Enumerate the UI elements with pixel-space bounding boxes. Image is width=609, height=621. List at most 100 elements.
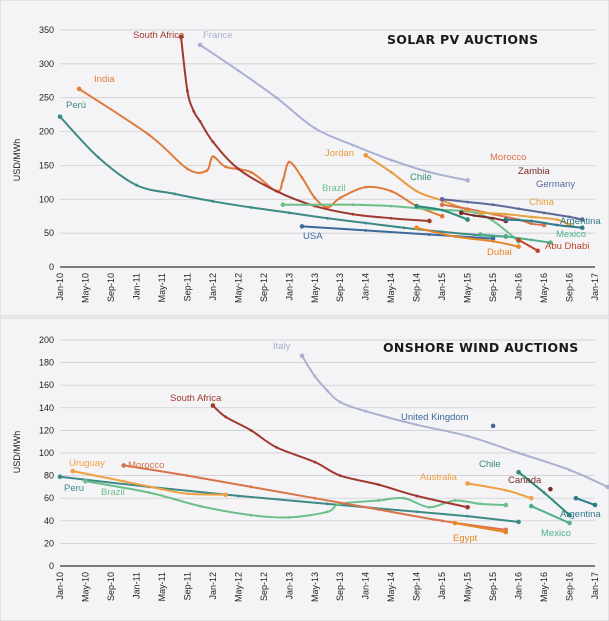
solar-x-tick-may-14: May-14	[386, 273, 396, 303]
solar-series-dubai-point	[516, 244, 521, 249]
wind-y-tick-20: 20	[44, 538, 54, 548]
wind-series-brazil-point	[478, 502, 482, 506]
wind-x-tick-may-10: May-10	[80, 572, 90, 602]
solar-series-chile-point	[465, 217, 470, 222]
wind-series-label-mexico: Mexico	[541, 528, 571, 539]
wind-series-peru-point	[415, 510, 419, 514]
solar-series-china-point	[529, 215, 533, 219]
wind-series-chile-point	[516, 469, 521, 475]
wind-series-uruguay-point	[185, 492, 189, 496]
wind-series-brazil-point	[402, 496, 406, 500]
wind-x-tick-may-16: May-16	[539, 572, 549, 602]
solar-series-france-point	[275, 96, 278, 100]
solar-series-label-zambia: Zambia	[518, 166, 550, 177]
wind-series-brazil-point	[453, 499, 457, 502]
wind-series-south-africa-point	[224, 415, 227, 419]
solar-series-morocco-point	[439, 202, 445, 208]
solar-series-germany-point	[517, 207, 520, 211]
wind-series-south-africa-point	[249, 429, 253, 432]
solar-series-mexico-point	[548, 240, 553, 245]
solar-series-germany-point	[439, 196, 445, 202]
wind-series-italy-point	[466, 434, 470, 438]
solar-series-per-point	[364, 221, 368, 225]
solar-series-india-point	[389, 189, 393, 193]
wind-series-mexico-point	[567, 520, 572, 526]
solar-series-india-point	[300, 176, 304, 180]
solar-series-india-point	[185, 167, 189, 171]
wind-series-uruguay-point	[70, 468, 76, 474]
solar-series-china-point	[504, 212, 508, 216]
wind-x-tick-may-15: May-15	[463, 572, 473, 602]
solar-y-tick-50: 50	[44, 228, 54, 238]
wind-y-tick-80: 80	[44, 471, 54, 481]
solar-series-label-mexico: Mexico	[556, 229, 586, 240]
solar-series-brazil-point	[389, 204, 393, 208]
solar-series-label-per: Perú	[66, 100, 86, 111]
wind-series-brazil-point	[198, 504, 202, 508]
wind-x-tick-sep-16: Sep-16	[565, 572, 575, 601]
solar-series-france-point	[428, 170, 431, 174]
solar-series-per-point	[440, 230, 444, 234]
solar-x-tick-sep-12: Sep-12	[259, 273, 269, 302]
solar-series-per-point	[287, 211, 291, 215]
solar-series-label-france: France	[203, 30, 233, 41]
wind-series-italy-point	[338, 400, 342, 404]
solar-x-tick-sep-11: Sep-11	[182, 273, 192, 301]
wind-series-chile-point	[567, 512, 572, 518]
wind-series-canada-point	[548, 486, 553, 492]
solar-series-label-india: India	[94, 74, 115, 85]
solar-series-india-point	[249, 170, 253, 174]
wind-y-tick-60: 60	[44, 493, 54, 503]
solar-series-chile-point	[414, 203, 419, 209]
solar-series-brazil-point	[351, 203, 355, 207]
wind-x-tick-jan-15: Jan-15	[437, 572, 447, 600]
wind-chart-title: ONSHORE WIND AUCTIONS	[383, 340, 579, 355]
solar-series-south-africa-point	[198, 120, 202, 123]
wind-series-label-egypt: Egypt	[453, 533, 478, 544]
solar-series-india-point	[211, 155, 215, 159]
solar-series-france-point	[465, 178, 470, 183]
wind-series-label-argentina: Argentina	[560, 509, 601, 520]
solar-series-france-point	[197, 42, 203, 48]
solar-series-argentina-point	[529, 219, 533, 223]
wind-series-italy-point	[364, 409, 368, 413]
wind-x-tick-sep-13: Sep-13	[335, 572, 345, 601]
wind-x-tick-may-12: May-12	[233, 572, 243, 602]
wind-series-brazil-point	[249, 513, 253, 517]
wind-series-label-brazil: Brazil	[101, 487, 125, 498]
solar-series-brazil-point	[280, 202, 286, 208]
wind-series-morocco-point	[185, 474, 189, 477]
wind-series-uruguay-point	[160, 487, 164, 491]
solar-series-south-africa-point	[236, 167, 240, 171]
wind-series-australia-point	[504, 488, 508, 492]
solar-y-tick-250: 250	[39, 93, 54, 103]
solar-x-tick-jan-17: Jan-17	[590, 273, 600, 301]
solar-series-abu-dhabi-point	[516, 237, 521, 243]
wind-series-brazil-point	[147, 491, 151, 494]
wind-series-italy-line	[301, 354, 609, 488]
wind-series-italy-point	[299, 353, 305, 359]
wind-series-italy-point	[415, 423, 419, 427]
wind-series-south-africa-point	[210, 403, 216, 408]
solar-series-morocco-point	[466, 207, 470, 211]
solar-series-south-africa-point	[427, 218, 432, 224]
wind-series-label-south-africa: South Africa	[170, 393, 222, 404]
solar-x-tick-may-12: May-12	[233, 273, 243, 303]
solar-x-tick-may-15: May-15	[463, 273, 473, 303]
solar-y-tick-100: 100	[39, 194, 54, 204]
wind-series-label-uruguay: Uruguay	[69, 458, 105, 469]
wind-x-tick-sep-10: Sep-10	[106, 572, 116, 601]
solar-series-label-morocco: Morocco	[490, 152, 526, 163]
solar-series-india-point	[147, 133, 151, 137]
wind-y-tick-140: 140	[39, 403, 54, 413]
solar-series-mexico-point	[478, 232, 483, 237]
solar-series-zambia-point	[491, 216, 495, 220]
solar-x-tick-may-11: May-11	[157, 273, 167, 302]
wind-y-tick-40: 40	[44, 516, 54, 526]
wind-series-argentina-point	[573, 495, 579, 501]
wind-series-south-africa-point	[313, 460, 317, 464]
solar-series-south-africa-point	[185, 89, 189, 93]
solar-series-jordan-point	[363, 152, 369, 158]
solar-series-india-point	[76, 86, 82, 92]
